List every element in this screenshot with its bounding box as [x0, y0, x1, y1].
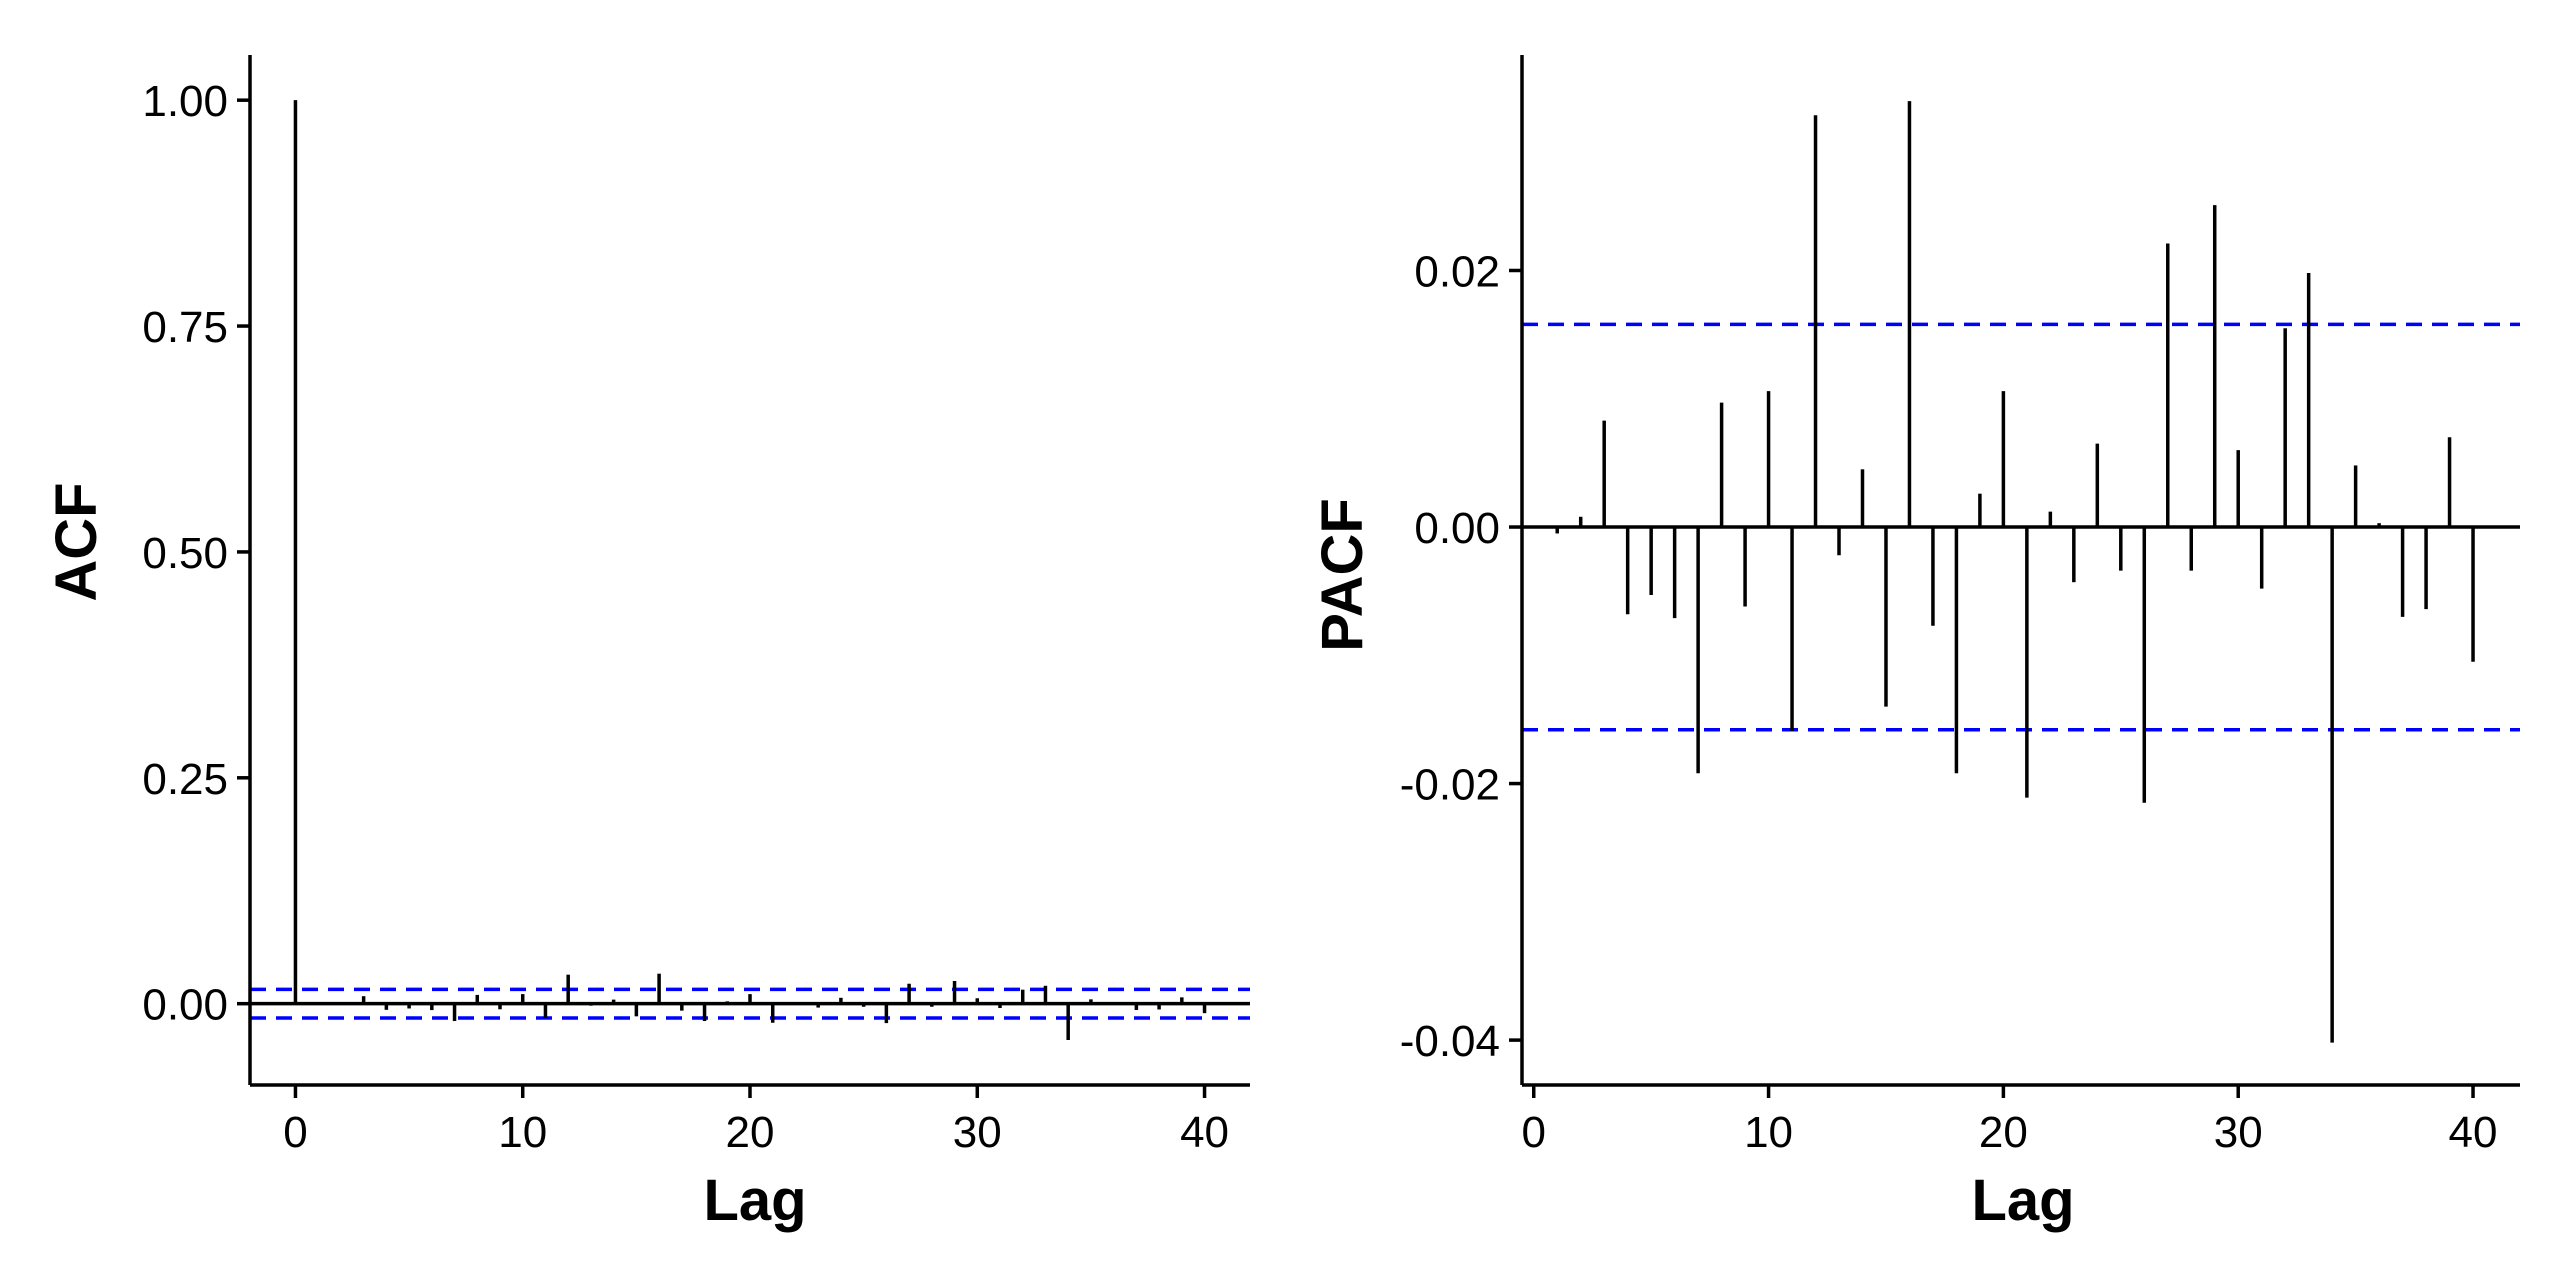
pacf-y-tick-label: -0.04 — [1400, 1017, 1500, 1066]
pacf-x-tick-label: 10 — [1744, 1108, 1793, 1157]
acf-y-tick-label: 0.75 — [142, 303, 228, 352]
pacf-y-tick-label: 0.02 — [1414, 247, 1500, 296]
pacf-y-tick-label: -0.02 — [1400, 761, 1500, 810]
acf-y-tick-label: 0.50 — [142, 529, 228, 578]
acf-x-tick-label: 40 — [1180, 1108, 1229, 1157]
pacf-panel: PACF Lag -0.04 -0.02 0.00 0.02 0 10 20 30 40 — [1310, 55, 2520, 1233]
pacf-x-tick-label: 30 — [2214, 1108, 2263, 1157]
pacf-x-tick-label: 40 — [2449, 1108, 2498, 1157]
acf-x-tick-label: 20 — [726, 1108, 775, 1157]
acf-x-tick-label: 0 — [283, 1108, 307, 1157]
acf-x-tick-label: 10 — [498, 1108, 547, 1157]
pacf-y-axis-title: PACF — [1310, 498, 1375, 652]
acf-x-tick-label: 30 — [953, 1108, 1002, 1157]
acf-x-axis-title: Lag — [703, 1168, 806, 1233]
acf-y-tick-label: 1.00 — [142, 77, 228, 126]
pacf-x-axis-title: Lag — [1971, 1168, 2074, 1233]
acf-y-tick-label: 0.25 — [142, 755, 228, 804]
pacf-x-tick-label: 0 — [1521, 1108, 1545, 1157]
pacf-x-tick-label: 20 — [1979, 1108, 2028, 1157]
acf-panel: ACF Lag 0.00 0.25 0.50 0.75 1.00 0 10 20 30 40 — [44, 55, 1250, 1233]
acf-y-axis-title: ACF — [44, 482, 109, 601]
acf-y-tick-label: 0.00 — [142, 981, 228, 1030]
pacf-y-tick-label: 0.00 — [1414, 504, 1500, 553]
